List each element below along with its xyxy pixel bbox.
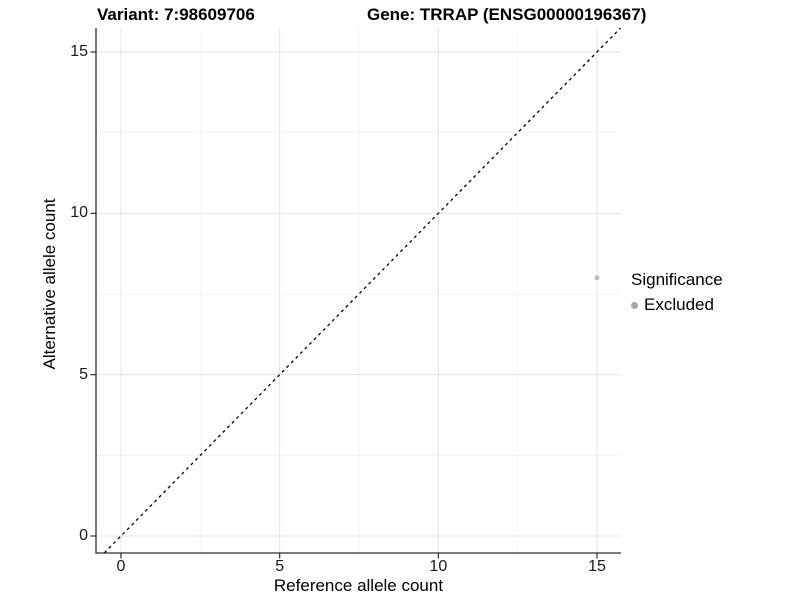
data-point xyxy=(594,275,600,281)
legend-title: Significance xyxy=(631,270,723,289)
identity-reference-line xyxy=(103,27,622,554)
x-axis-title: Reference allele count xyxy=(273,576,444,595)
gene-title: Gene: TRRAP (ENSG00000196367) xyxy=(367,5,647,24)
legend-item-excluded: Excluded xyxy=(631,295,723,315)
data-points xyxy=(594,275,600,281)
gridlines-minor xyxy=(96,28,621,553)
variant-title: Variant: 7:98609706 xyxy=(97,5,255,24)
excluded-marker-icon xyxy=(631,301,638,309)
y-axis-title: Alternative allele count xyxy=(40,198,59,370)
legend: Significance Excluded xyxy=(631,270,723,315)
gridlines-major xyxy=(96,28,621,553)
axis-lines-and-ticks xyxy=(90,28,621,559)
legend-item-label: Excluded xyxy=(644,295,714,314)
